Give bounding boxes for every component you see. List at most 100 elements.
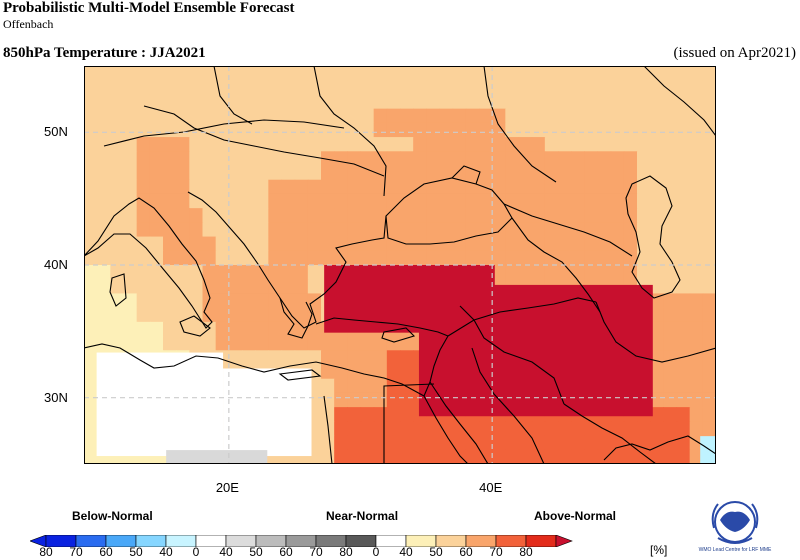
grid-cell [307, 236, 322, 252]
grid-cell [702, 208, 716, 223]
grid-cell [84, 80, 98, 96]
above-normal-label: Above-Normal [534, 509, 617, 523]
grid-cell [650, 236, 664, 252]
grid-cell [452, 421, 467, 437]
grid-cell [518, 222, 533, 238]
grid-cell [386, 364, 401, 380]
grid-cell [689, 265, 704, 280]
grid-cell [97, 108, 111, 124]
grid-cell [334, 222, 348, 238]
grid-cell [386, 66, 401, 81]
grid-cell [281, 80, 296, 96]
grid-cell [518, 435, 533, 451]
grid-cell [676, 250, 691, 266]
grid-cell [689, 279, 704, 295]
grid-cell [189, 222, 204, 238]
grid-cell [400, 151, 414, 167]
grid-cell [650, 108, 664, 124]
grid-cell [136, 222, 151, 238]
grid-cell [676, 66, 691, 81]
grid-cell [373, 250, 388, 266]
grid-cell [110, 265, 125, 280]
grid-cell [255, 307, 269, 323]
grid-cell [373, 364, 388, 380]
grid-cell [84, 122, 98, 138]
grid-cell [84, 151, 98, 167]
grid-cell [110, 307, 125, 323]
grid-cell [307, 151, 322, 167]
grid-cell [689, 421, 704, 437]
grid-cell [676, 265, 691, 280]
grid-cell [360, 151, 375, 167]
grid-cell [268, 222, 283, 238]
grid-cell [110, 108, 125, 124]
grid-cell [149, 222, 164, 238]
grid-cell [334, 122, 348, 138]
grid-cell [334, 80, 348, 96]
grid-cell [281, 208, 296, 223]
grid-cell [321, 364, 335, 380]
grid-cell [386, 421, 401, 437]
grid-cell [610, 165, 625, 181]
grid-cell [347, 94, 362, 110]
grid-cell [544, 66, 559, 81]
grid-cell [294, 208, 309, 223]
grid-cell [702, 94, 716, 110]
grid-cell [637, 250, 651, 266]
grid-cell [373, 208, 388, 223]
grid-cell [465, 193, 480, 209]
grid-cell [294, 336, 309, 351]
grid-cell [189, 165, 204, 181]
color-bar-tick: 60 [99, 545, 113, 559]
grid-cell [531, 236, 546, 252]
grid-cell [558, 193, 572, 209]
grid-cell [373, 80, 388, 96]
grid-cell [637, 208, 651, 223]
grid-cell [268, 80, 283, 96]
grid-cell [84, 236, 98, 252]
grid-cell [281, 236, 296, 252]
grid-cell [228, 307, 243, 323]
grid-cell [97, 137, 111, 152]
grid-cell [110, 122, 125, 138]
grid-cell [149, 151, 164, 167]
grid-cell [176, 165, 190, 181]
grid-cell [123, 80, 138, 96]
grid-cell [360, 250, 375, 266]
grid-cell [518, 66, 533, 81]
grid-cell [149, 293, 164, 309]
grid-cell [84, 336, 98, 351]
grid-cell [84, 222, 98, 238]
grid-cell [242, 151, 256, 167]
grid-cell [242, 307, 256, 323]
grid-cell [400, 392, 414, 408]
grid-cell [334, 435, 348, 451]
grid-cell [689, 307, 704, 323]
grid-cell [531, 179, 546, 195]
grid-cell [702, 222, 716, 238]
grid-cell [439, 208, 454, 223]
grid-cell [307, 165, 322, 181]
grid-cell [176, 293, 190, 309]
grid-cell [702, 193, 716, 209]
grid-cell [584, 151, 599, 167]
grid-cell [531, 208, 546, 223]
grid-cell [426, 250, 441, 266]
grid-cell [623, 236, 638, 252]
grid-cell [215, 208, 230, 223]
grid-cell [347, 250, 362, 266]
grid-cell [584, 179, 599, 195]
grid-cell [426, 193, 441, 209]
grid-cell [281, 250, 296, 266]
grid-cell [215, 179, 230, 195]
grid-cell [426, 449, 441, 464]
grid-cell [663, 293, 678, 309]
grid-cell [189, 236, 204, 252]
grid-cell [571, 66, 585, 81]
coastlines [84, 66, 716, 464]
grid-cell [307, 122, 322, 138]
grid-cell [544, 94, 559, 110]
grid-cell [110, 279, 125, 295]
grid-cell [558, 151, 572, 167]
grid-cell [689, 222, 704, 238]
